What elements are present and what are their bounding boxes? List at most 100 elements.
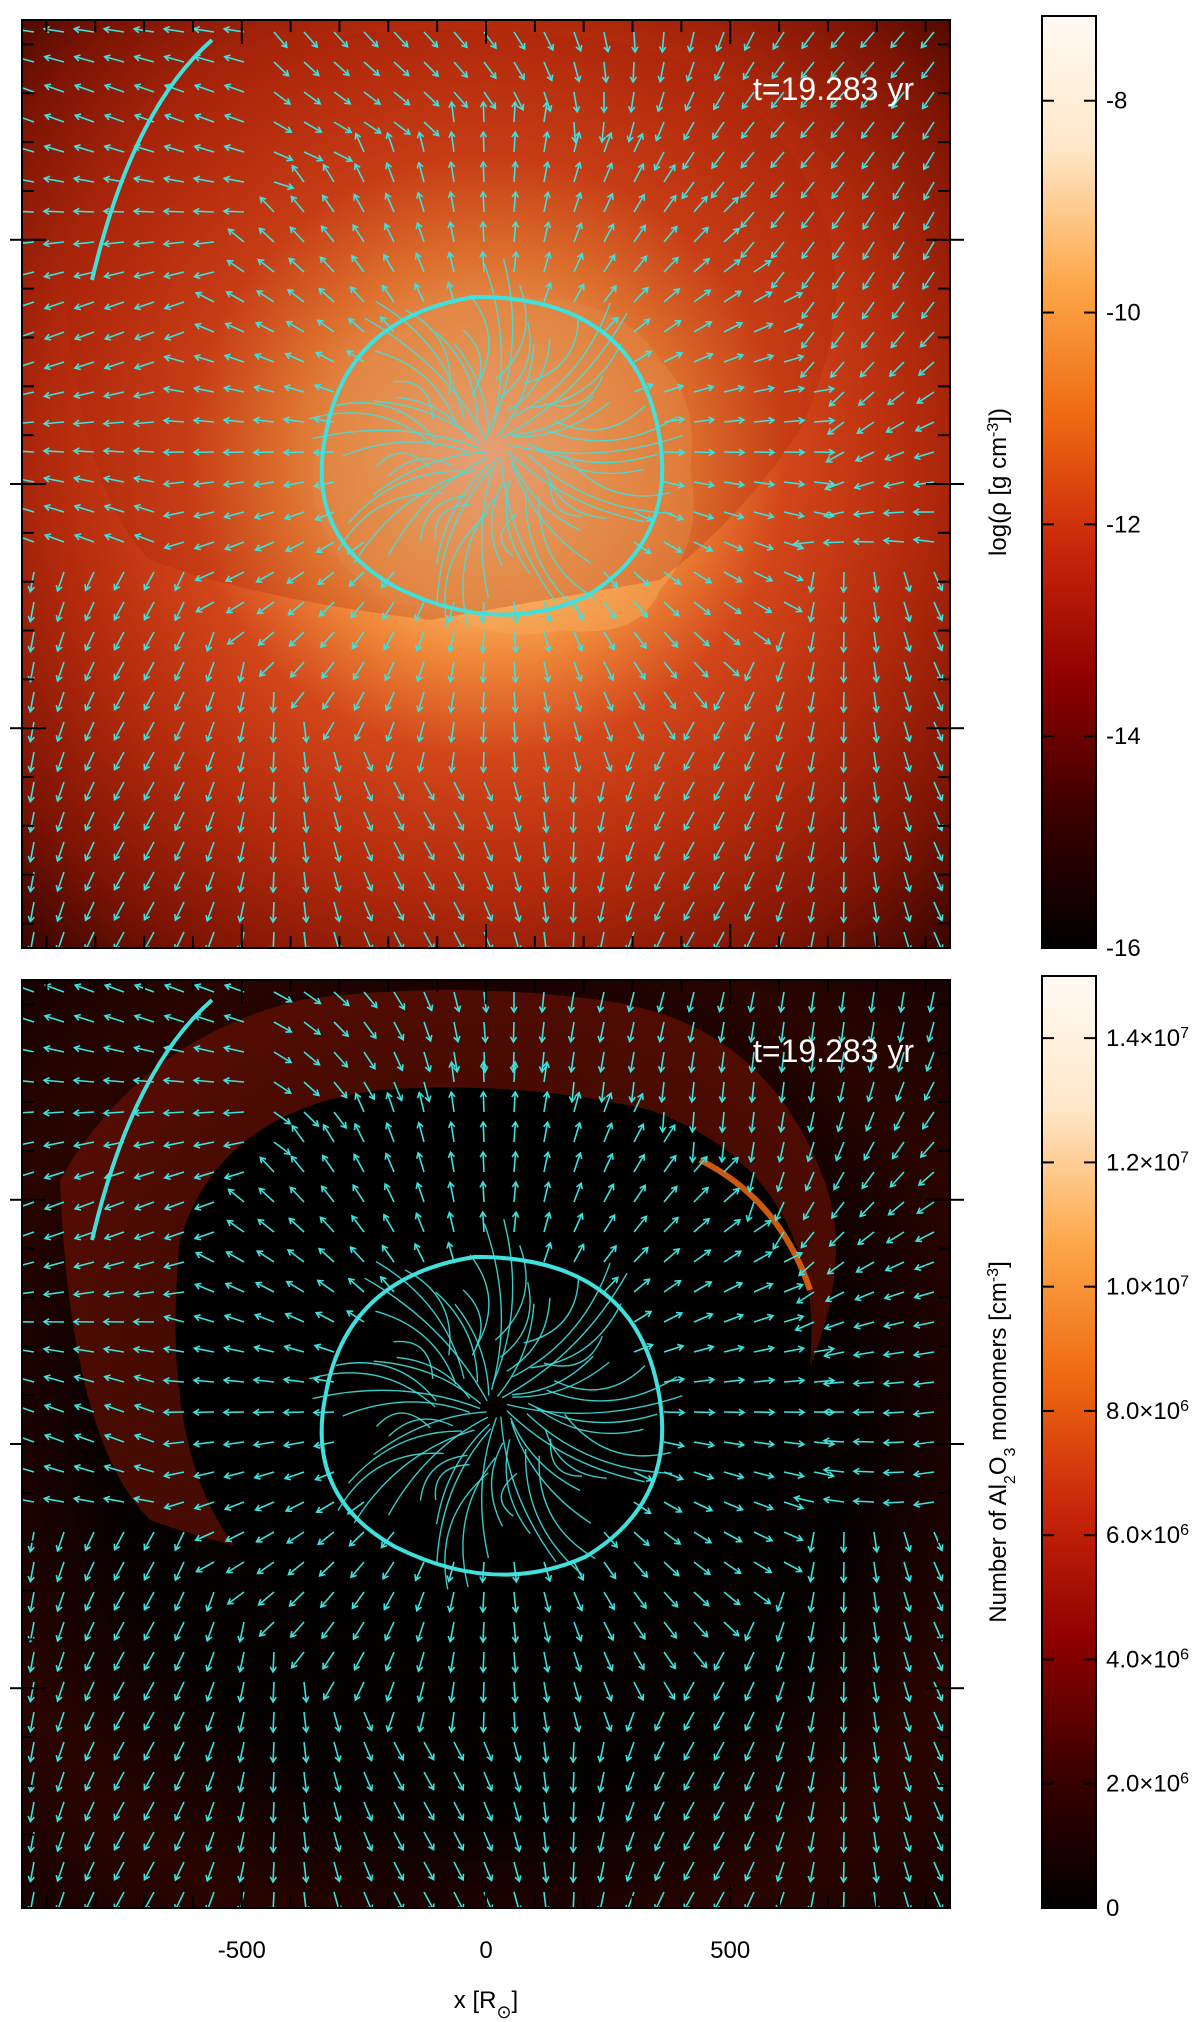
velocity-arrow [723, 541, 743, 551]
velocity-arrow-head [414, 1574, 422, 1582]
velocity-arrow [783, 1252, 803, 1263]
velocity-arrow [194, 1315, 215, 1323]
velocity-arrow-head [133, 983, 142, 991]
colorbar-tick-label: 4.0×106 [1106, 1646, 1189, 1674]
velocity-arrow [873, 811, 878, 832]
velocity-arrow [513, 1831, 521, 1852]
velocity-arrow-head [27, 765, 35, 774]
velocity-arrow-head [839, 1546, 848, 1554]
velocity-arrow [239, 841, 245, 862]
velocity-arrow [573, 1092, 580, 1113]
velocity-arrow-head [718, 1126, 727, 1134]
velocity-arrow [226, 1561, 245, 1574]
velocity-arrow [783, 1315, 804, 1323]
velocity-arrow-head [702, 639, 710, 647]
velocity-arrow-head [596, 1005, 605, 1014]
velocity-arrow-head [457, 1813, 465, 1822]
velocity-arrow-head [321, 1631, 328, 1640]
velocity-arrow [599, 871, 605, 892]
velocity-arrow [801, 331, 815, 349]
velocity-arrow-head [341, 40, 349, 48]
velocity-arrow-head [575, 1634, 583, 1643]
velocity-arrow-head [872, 1665, 880, 1674]
streamline [444, 1472, 489, 1590]
velocity-arrow-head [802, 1213, 810, 1221]
velocity-arrow-head [55, 1694, 63, 1703]
velocity-arrow-head [162, 417, 170, 425]
velocity-arrow-head [163, 1203, 172, 1211]
velocity-arrow-head [904, 735, 912, 743]
velocity-arrow-head [702, 1599, 710, 1607]
velocity-arrow [914, 538, 935, 543]
velocity-arrow-head [457, 1783, 465, 1792]
streamline [512, 395, 594, 436]
velocity-arrow [723, 571, 742, 583]
velocity-arrow [693, 385, 714, 393]
velocity-arrow-head [688, 1065, 696, 1074]
velocity-arrow [783, 1531, 803, 1541]
velocity-arrow [933, 1831, 943, 1851]
velocity-arrow [291, 1125, 305, 1143]
velocity-arrow [483, 1831, 493, 1851]
velocity-arrow [513, 661, 517, 682]
velocity-arrow-head [340, 1091, 348, 1099]
streamline [335, 1362, 437, 1402]
streamline [546, 1376, 678, 1402]
velocity-arrow [43, 210, 65, 213]
velocity-arrow [22, 1231, 35, 1237]
velocity-arrow-head [385, 1091, 393, 1100]
velocity-arrow-head [839, 736, 848, 744]
velocity-arrow [414, 1561, 425, 1581]
streamline [501, 312, 628, 439]
velocity-arrow-head [163, 1314, 171, 1322]
velocity-arrow [891, 91, 905, 109]
velocity-arrow [450, 1122, 455, 1143]
velocity-arrow [44, 1375, 65, 1383]
velocity-arrow [663, 1186, 678, 1203]
velocity-arrow [683, 781, 695, 800]
velocity-arrow [74, 301, 95, 310]
velocity-arrow [44, 1231, 65, 1240]
velocity-arrow-head [193, 983, 202, 991]
velocity-arrow [809, 1801, 815, 1822]
streamline [512, 1262, 611, 1378]
velocity-arrow [44, 421, 65, 425]
velocity-arrow [239, 1861, 245, 1882]
velocity-arrow [43, 1111, 65, 1115]
velocity-arrow [723, 1314, 744, 1323]
velocity-arrow [333, 1861, 341, 1882]
velocity-arrow [104, 1201, 125, 1210]
velocity-arrow [753, 1531, 773, 1542]
velocity-arrow [744, 661, 755, 681]
velocity-arrow [483, 1021, 487, 1043]
velocity-arrow [933, 781, 943, 801]
velocity-arrow [693, 1313, 713, 1323]
velocity-arrow-head [205, 734, 213, 743]
velocity-arrows-top [22, 25, 944, 948]
velocity-arrow [824, 1351, 845, 1357]
streamline [375, 452, 431, 469]
velocity-arrow-head [340, 1121, 348, 1130]
velocity-arrow [753, 1379, 774, 1383]
velocity-arrow-head [706, 352, 714, 360]
velocity-arrow [753, 631, 771, 645]
velocity-arrow-head [607, 1182, 615, 1191]
velocity-arrow-head [867, 1065, 875, 1074]
velocity-arrow-head [834, 1154, 842, 1162]
velocity-arrow [224, 1171, 245, 1179]
velocity-arrow [783, 419, 804, 423]
velocity-arrow-head [416, 765, 425, 773]
velocity-arrow [776, 691, 785, 712]
velocity-arrow-head [486, 884, 494, 892]
velocity-arrow-head [174, 1844, 181, 1852]
velocity-arrow [654, 1711, 665, 1731]
streamline [527, 442, 658, 464]
velocity-arrow [599, 1891, 605, 1908]
velocity-arrow [164, 541, 185, 549]
velocity-arrow [194, 511, 215, 518]
velocity-arrow [380, 316, 395, 333]
velocity-arrow [513, 1741, 521, 1762]
velocity-arrow-head [575, 191, 583, 200]
velocity-arrow-head [538, 1006, 547, 1014]
velocity-arrow [633, 318, 650, 333]
